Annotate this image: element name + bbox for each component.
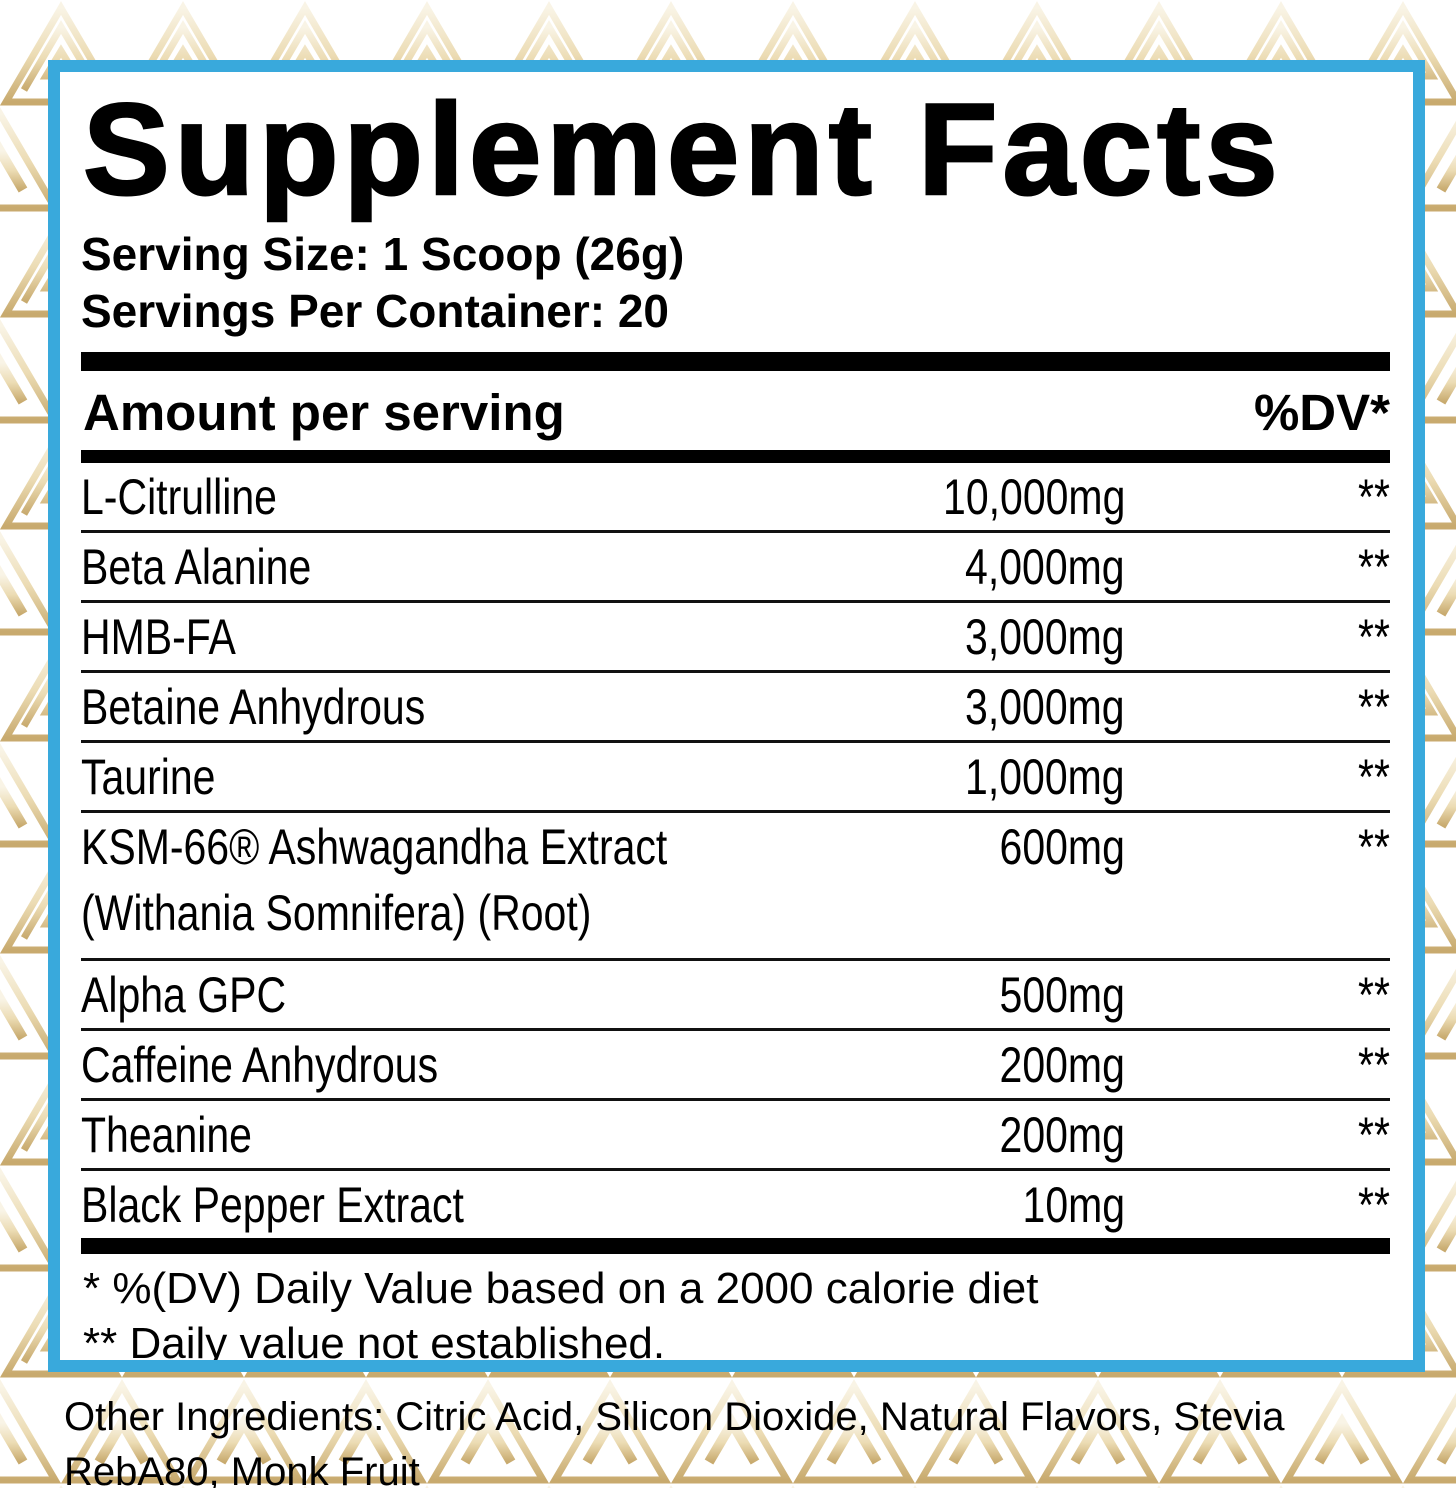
ingredient-amount: 500mg <box>999 966 1125 1023</box>
serving-size: Serving Size: 1 Scoop (26g) <box>81 228 685 280</box>
ingredient-row: L-Citrulline 10,000mg ** <box>81 463 1390 533</box>
ingredient-dv: ** <box>1358 468 1390 525</box>
ingredient-row: Beta Alanine 4,000mg ** <box>81 533 1390 603</box>
ingredient-amount: 200mg <box>999 1106 1125 1163</box>
ingredient-name: Betaine Anhydrous <box>81 678 426 735</box>
ingredient-dv: ** <box>1358 966 1390 1023</box>
ingredient-amount: 10mg <box>1022 1176 1125 1233</box>
ingredient-amount: 600mg <box>999 818 1125 875</box>
ingredient-amount: 3,000mg <box>965 678 1125 735</box>
ingredient-amount: 200mg <box>999 1036 1125 1093</box>
ingredient-dv: ** <box>1358 538 1390 595</box>
ingredient-line: HMB-FA 3,000mg ** <box>81 603 1390 670</box>
ingredient-name: Black Pepper Extract <box>81 1176 464 1233</box>
ingredient-line: KSM-66® Ashwagandha Extract 600mg ** <box>81 813 1390 880</box>
panel-title: Supplement Facts <box>82 76 1283 222</box>
ingredient-amount: 3,000mg <box>965 608 1125 665</box>
ingredient-row: Alpha GPC 500mg ** <box>81 961 1390 1031</box>
ingredient-line: Betaine Anhydrous 3,000mg ** <box>81 673 1390 740</box>
ingredient-row: HMB-FA 3,000mg ** <box>81 603 1390 673</box>
ingredient-amount: 1,000mg <box>965 748 1125 805</box>
ingredient-row: Theanine 200mg ** <box>81 1101 1390 1171</box>
ingredient-amount: 10,000mg <box>942 468 1125 525</box>
ingredient-line: Black Pepper Extract 10mg ** <box>81 1171 1390 1238</box>
ingredient-name: L-Citrulline <box>81 468 277 525</box>
ingredient-row: Taurine 1,000mg ** <box>81 743 1390 813</box>
ingredient-line: Beta Alanine 4,000mg ** <box>81 533 1390 600</box>
ingredient-dv: ** <box>1358 818 1390 875</box>
supplement-facts-panel: Supplement Facts Serving Size: 1 Scoop (… <box>48 60 1425 1372</box>
servings-per-container: Servings Per Container: 20 <box>81 285 669 337</box>
ingredient-name: Taurine <box>81 748 216 805</box>
ingredient-dv: ** <box>1358 608 1390 665</box>
ingredient-name: HMB-FA <box>81 608 236 665</box>
divider-thick-top <box>81 352 1390 371</box>
other-ingredients: Other Ingredients: Citric Acid, Silicon … <box>64 1395 1285 1488</box>
ingredient-row: Betaine Anhydrous 3,000mg ** <box>81 673 1390 743</box>
table-header: Amount per serving %DV* <box>81 371 1390 450</box>
ingredient-name: Caffeine Anhydrous <box>81 1036 439 1093</box>
ingredient-line: Taurine 1,000mg ** <box>81 743 1390 810</box>
ingredient-line: Caffeine Anhydrous 200mg ** <box>81 1031 1390 1098</box>
ingredient-name-secondary: (Withania Somnifera) (Root) <box>81 885 592 941</box>
ingredient-name: KSM-66® Ashwagandha Extract <box>81 818 668 875</box>
ingredient-table: L-Citrulline 10,000mg ** Beta Alanine 4,… <box>81 463 1390 1238</box>
ingredient-dv: ** <box>1358 678 1390 735</box>
ingredient-amount: 4,000mg <box>965 538 1125 595</box>
ingredient-row: Black Pepper Extract 10mg ** <box>81 1171 1390 1238</box>
ingredient-dv: ** <box>1358 1036 1390 1093</box>
ingredient-line: Alpha GPC 500mg ** <box>81 961 1390 1028</box>
ingredient-dv: ** <box>1358 1176 1390 1233</box>
divider-under-header <box>81 450 1390 463</box>
ingredient-name: Alpha GPC <box>81 966 287 1023</box>
ingredient-dv: ** <box>1358 1106 1390 1163</box>
amount-per-serving-header: Amount per serving <box>83 384 565 441</box>
ingredient-name: Beta Alanine <box>81 538 312 595</box>
ingredient-line: L-Citrulline 10,000mg ** <box>81 463 1390 530</box>
divider-above-footnotes <box>81 1238 1390 1254</box>
footnote-not-established: ** Daily value not established. <box>83 1319 666 1368</box>
ingredient-line: Theanine 200mg ** <box>81 1101 1390 1168</box>
footnote-daily-value: * %(DV) Daily Value based on a 2000 calo… <box>83 1264 1039 1313</box>
ingredient-name: Theanine <box>81 1106 252 1163</box>
percent-dv-header: %DV* <box>1253 384 1390 441</box>
ingredient-row: KSM-66® Ashwagandha Extract 600mg ** (Wi… <box>81 813 1390 961</box>
ingredient-line-secondary: (Withania Somnifera) (Root) <box>81 884 1390 942</box>
ingredient-row: Caffeine Anhydrous 200mg ** <box>81 1031 1390 1101</box>
ingredient-dv: ** <box>1358 748 1390 805</box>
